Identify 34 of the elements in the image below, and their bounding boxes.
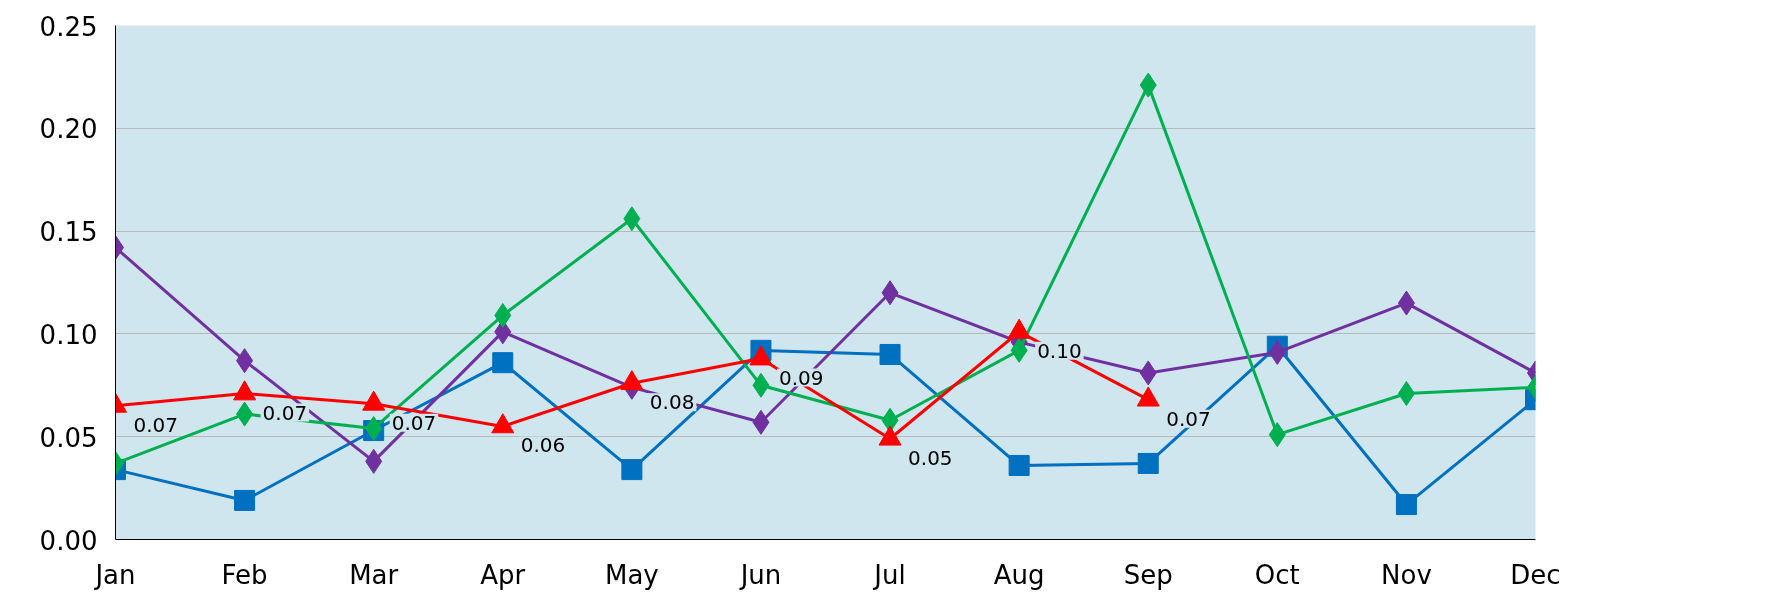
x-tick-label: Nov [1381,559,1432,590]
y-tick-label: 0.20 [39,114,98,145]
x-tick-label: Dec [1510,559,1561,590]
x-tick-label: Jul [872,559,906,590]
x-tick-label: Aug [993,559,1045,590]
y-tick-label: 0.25 [39,11,98,42]
x-tick-label: Mar [349,559,399,590]
x-tick-label: Apr [480,559,526,590]
y-tick-label: 0.00 [39,525,98,556]
x-tick-label: Oct [1254,559,1300,590]
data-label: 0.09 [778,365,824,390]
x-tick-label: May [604,559,659,590]
point [1008,454,1030,476]
y-tick-label: 0.15 [39,217,98,248]
point [879,343,901,365]
x-tick-label: Jan [93,559,136,590]
point [492,352,514,374]
data-label: 0.07 [133,412,179,437]
data-label: 0.08 [649,390,695,415]
y-tick-label: 0.10 [39,319,98,350]
data-label: 0.07 [262,400,308,425]
point [621,459,643,481]
x-tick-label: Sep [1123,559,1173,590]
data-label: 0.10 [1037,338,1082,363]
data-label: 0.05 [908,445,953,470]
x-tick-label: Feb [221,559,268,590]
point [1395,494,1417,516]
point [1137,452,1159,474]
data-label: 0.07 [391,410,437,435]
x-tick-label: Jun [738,559,782,590]
data-label: 0.07 [1166,406,1211,431]
data-label: 0.06 [520,433,566,458]
y-tick-label: 0.05 [39,422,98,453]
point [234,489,256,511]
